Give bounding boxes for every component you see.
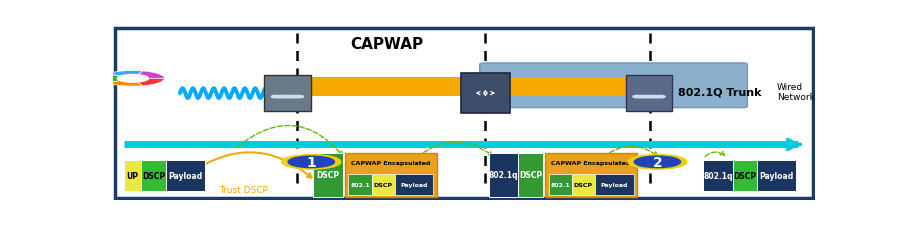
Text: Payload: Payload (601, 182, 628, 187)
Text: DSCP: DSCP (374, 182, 392, 187)
FancyBboxPatch shape (349, 174, 371, 195)
Text: 2: 2 (652, 155, 662, 169)
Text: DSCP: DSCP (519, 171, 542, 180)
Wedge shape (133, 79, 165, 86)
FancyArrowPatch shape (603, 146, 658, 157)
FancyBboxPatch shape (626, 76, 672, 112)
FancyBboxPatch shape (545, 153, 637, 197)
Text: Payload: Payload (400, 182, 428, 187)
FancyBboxPatch shape (124, 160, 141, 192)
Text: Payload: Payload (169, 171, 202, 180)
Text: CAPWAP: CAPWAP (351, 37, 424, 52)
FancyArrowPatch shape (418, 142, 493, 157)
Text: 802.1Q Trunk: 802.1Q Trunk (679, 87, 762, 97)
FancyBboxPatch shape (265, 76, 311, 112)
Text: 802.1: 802.1 (550, 182, 570, 187)
FancyBboxPatch shape (703, 160, 733, 192)
FancyBboxPatch shape (461, 74, 510, 113)
Text: DSCP: DSCP (316, 171, 340, 180)
FancyBboxPatch shape (733, 160, 757, 192)
FancyBboxPatch shape (115, 29, 813, 198)
Circle shape (282, 155, 341, 169)
FancyBboxPatch shape (345, 153, 437, 197)
Wedge shape (101, 74, 133, 83)
Circle shape (118, 75, 149, 83)
Circle shape (283, 96, 293, 98)
Circle shape (277, 96, 286, 98)
Text: 802.1: 802.1 (351, 182, 370, 187)
FancyBboxPatch shape (313, 153, 342, 197)
Text: CAPWAP Encapsulated: CAPWAP Encapsulated (352, 160, 430, 166)
Text: Wired
Network: Wired Network (776, 82, 814, 102)
FancyBboxPatch shape (595, 174, 633, 195)
Circle shape (271, 96, 281, 98)
FancyBboxPatch shape (141, 160, 166, 192)
Text: Payload: Payload (759, 171, 794, 180)
Text: DSCP: DSCP (733, 171, 757, 180)
Circle shape (639, 96, 649, 98)
Wedge shape (133, 72, 165, 79)
Circle shape (650, 96, 660, 98)
FancyBboxPatch shape (572, 174, 595, 195)
Text: DSCP: DSCP (142, 171, 165, 180)
FancyBboxPatch shape (297, 77, 651, 96)
Circle shape (294, 96, 304, 98)
Text: CAPWAP Encapsulated: CAPWAP Encapsulated (552, 160, 631, 166)
FancyArrowPatch shape (705, 152, 725, 157)
FancyBboxPatch shape (489, 153, 518, 197)
Text: Trust DSCP: Trust DSCP (218, 185, 267, 194)
Wedge shape (107, 79, 142, 87)
Text: UP: UP (127, 171, 139, 180)
Circle shape (288, 156, 334, 168)
FancyBboxPatch shape (480, 64, 747, 108)
FancyBboxPatch shape (549, 174, 572, 195)
Circle shape (655, 96, 665, 98)
Wedge shape (107, 71, 142, 79)
Circle shape (644, 96, 654, 98)
Circle shape (288, 96, 298, 98)
Text: 802.1q: 802.1q (703, 171, 733, 180)
Circle shape (632, 96, 642, 98)
FancyBboxPatch shape (757, 160, 795, 192)
Text: 1: 1 (306, 155, 316, 169)
FancyBboxPatch shape (518, 153, 543, 197)
FancyArrowPatch shape (238, 126, 342, 155)
Circle shape (634, 156, 680, 168)
FancyBboxPatch shape (371, 174, 395, 195)
FancyBboxPatch shape (395, 174, 433, 195)
Circle shape (628, 155, 687, 169)
Text: 802.1q: 802.1q (489, 171, 518, 180)
Text: DSCP: DSCP (573, 182, 593, 187)
FancyArrowPatch shape (189, 153, 312, 178)
FancyBboxPatch shape (166, 160, 205, 192)
